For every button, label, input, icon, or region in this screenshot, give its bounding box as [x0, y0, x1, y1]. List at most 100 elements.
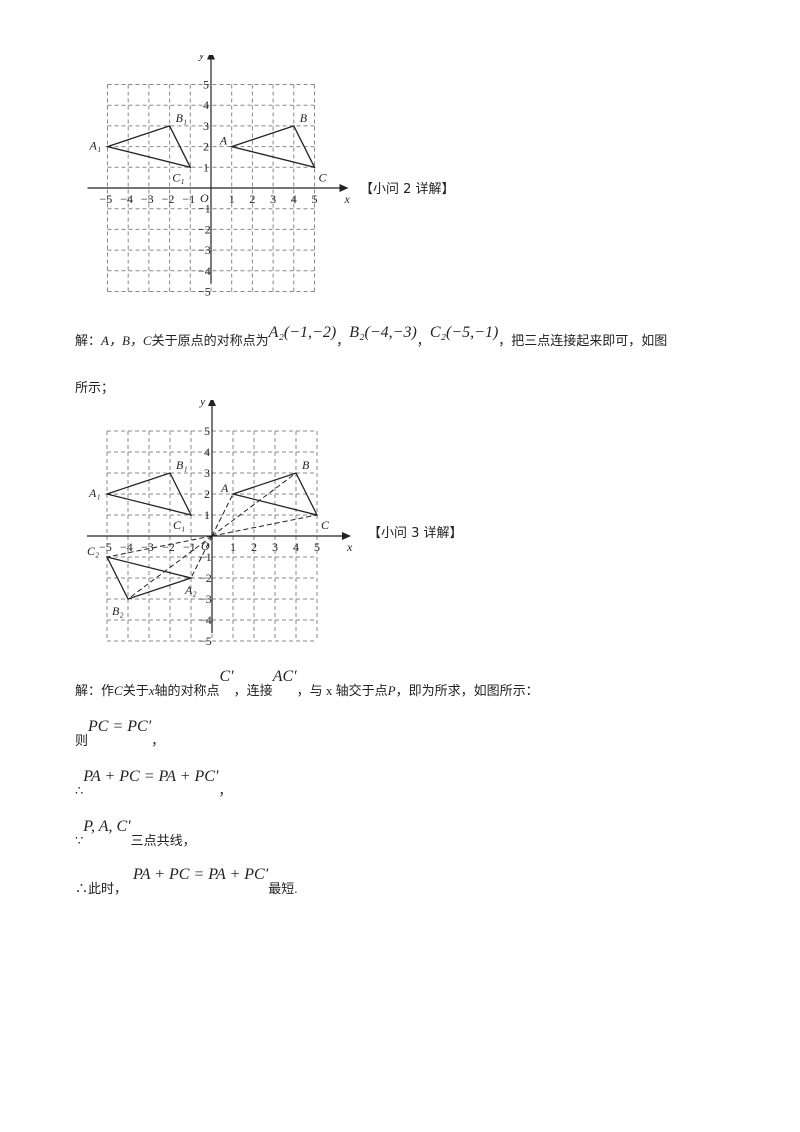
text-line: ∴PA + PC = PA + PC′， — [75, 768, 231, 800]
triangle — [229, 125, 316, 169]
origin-label: O — [200, 191, 209, 205]
triangle — [105, 125, 192, 169]
y-tick-label: 5 — [203, 78, 209, 92]
y-tick-label: 2 — [203, 140, 209, 154]
text: 关于 — [122, 683, 149, 698]
text: 解： — [75, 333, 102, 348]
y-tick-label: −1 — [199, 550, 212, 564]
text: 解：作 — [75, 683, 115, 698]
text: C — [114, 683, 123, 698]
x-tick-label: 5 — [312, 192, 318, 206]
point-label: C — [321, 518, 330, 532]
text: x — [148, 683, 155, 698]
x-tick-label: 4 — [291, 192, 297, 206]
y-tick-label: 2 — [204, 487, 210, 501]
point-label: A — [220, 481, 229, 495]
formula: C′ — [219, 668, 234, 685]
text: ，即为所求，如图所示： — [395, 683, 539, 698]
formula: PA + PC = PA + PC′ — [133, 866, 269, 883]
text-line: ∴此时， PA + PC = PA + PC′最短. — [75, 866, 298, 898]
y-tick-label: 4 — [203, 98, 209, 112]
dashed-segment — [211, 514, 318, 537]
coordinate-graph-1: xyO−5−5−4−4−3−3−2−2−1−11122334455ABCA₁B₁… — [87, 55, 351, 299]
point-label: C₁ — [172, 170, 184, 184]
y-tick-label: −5 — [199, 634, 212, 648]
y-arrow-icon — [208, 400, 216, 406]
y-arrow-icon — [207, 55, 215, 60]
x-tick-label: −4 — [120, 540, 133, 554]
y-tick-label: −4 — [199, 613, 212, 627]
y-tick-label: −2 — [198, 222, 211, 236]
triangle — [230, 472, 319, 516]
text: 轴的对称点 — [154, 683, 220, 698]
x-tick-label: −1 — [182, 192, 195, 206]
text-line: 则PC = PC′， — [75, 718, 165, 750]
solution-paragraph-3: 解：作C关于x轴的对称点C′，连接AC′，与 x 轴交于点P，即为所求，如图所示… — [75, 668, 539, 700]
point-label: B₁ — [176, 458, 188, 472]
point-label: A₁ — [88, 486, 101, 500]
text: ∴此时， — [75, 881, 128, 896]
x-tick-label: 3 — [272, 540, 278, 554]
point-label: A₁ — [89, 139, 102, 153]
text: ∴ — [75, 783, 84, 798]
text-line: 所示； — [75, 380, 115, 395]
solution-paragraph-2: 解：A，B，C关于原点的对称点为A₂(−1,−2)，B₂(−4,−3)，C₂(−… — [75, 324, 667, 350]
text-line: ∵P, A, C′三点共线， — [75, 818, 196, 850]
y-tick-label: 4 — [204, 445, 210, 459]
y-tick-label: 5 — [204, 424, 210, 438]
text: ，与 x 轴交于点 — [296, 683, 388, 698]
x-tick-label: −2 — [162, 540, 175, 554]
y-tick-label: −4 — [198, 264, 211, 278]
y-axis-label: y — [198, 55, 205, 62]
x-tick-label: −5 — [100, 192, 113, 206]
x-tick-label: 4 — [293, 540, 299, 554]
x-tick-label: 1 — [230, 540, 236, 554]
y-axis-label: y — [199, 400, 206, 408]
point-label: B₂ — [112, 604, 124, 618]
point-label: C — [319, 170, 328, 184]
x-arrow-icon — [339, 184, 349, 192]
text: A，B，C — [101, 333, 152, 348]
x-tick-label: 1 — [229, 192, 235, 206]
formula: C₂(−5,−1) — [429, 324, 499, 341]
triangle — [105, 556, 194, 600]
point-label: A₂ — [184, 583, 197, 597]
dashed-segment — [211, 472, 297, 537]
x-tick-label: −3 — [141, 192, 154, 206]
y-tick-label: 3 — [204, 466, 210, 480]
text: 最短. — [268, 881, 298, 896]
text: ， — [151, 733, 165, 748]
point-label: B — [302, 458, 310, 472]
text: ∵ — [75, 833, 84, 848]
origin-label: O — [201, 539, 210, 553]
x-arrow-icon — [342, 532, 351, 540]
text: ，连接 — [233, 683, 273, 698]
y-tick-label: −5 — [198, 285, 211, 299]
formula: A₂(−1,−2) — [268, 324, 337, 341]
y-tick-label: 1 — [204, 508, 210, 522]
point-label: B₁ — [176, 111, 188, 125]
formula: B₂(−4,−3) — [349, 324, 417, 341]
x-tick-label: 5 — [314, 540, 320, 554]
point-label: A — [219, 134, 228, 148]
coordinate-graph-2: x y O −5 −5 −4 −4 −3 −3 −2 −2 −1−1 1 1 2 2 3 3 4 4 5 5 A B C A₁ B₁… — [87, 400, 353, 648]
text: ， — [416, 333, 430, 348]
formula: P, A, C′ — [83, 818, 131, 835]
formula: AC′ — [272, 668, 297, 685]
section-caption-3: 【小问 3 详解】 — [368, 526, 463, 541]
x-tick-label: −3 — [141, 540, 154, 554]
x-tick-label: 2 — [251, 540, 257, 554]
y-tick-label: −3 — [199, 592, 212, 606]
x-axis-label: x — [346, 540, 353, 554]
text: P — [387, 683, 396, 698]
x-tick-label: −1 — [183, 540, 196, 554]
formula: PC = PC′ — [88, 718, 152, 735]
y-tick-label: −3 — [198, 243, 211, 257]
text: 关于原点的对称点为 — [151, 333, 269, 348]
text: 则 — [75, 733, 89, 748]
section-caption-2: 【小问 2 详解】 — [360, 182, 455, 197]
x-tick-label: 2 — [249, 192, 255, 206]
x-tick-label: −2 — [162, 192, 175, 206]
x-axis-label: x — [344, 192, 351, 206]
